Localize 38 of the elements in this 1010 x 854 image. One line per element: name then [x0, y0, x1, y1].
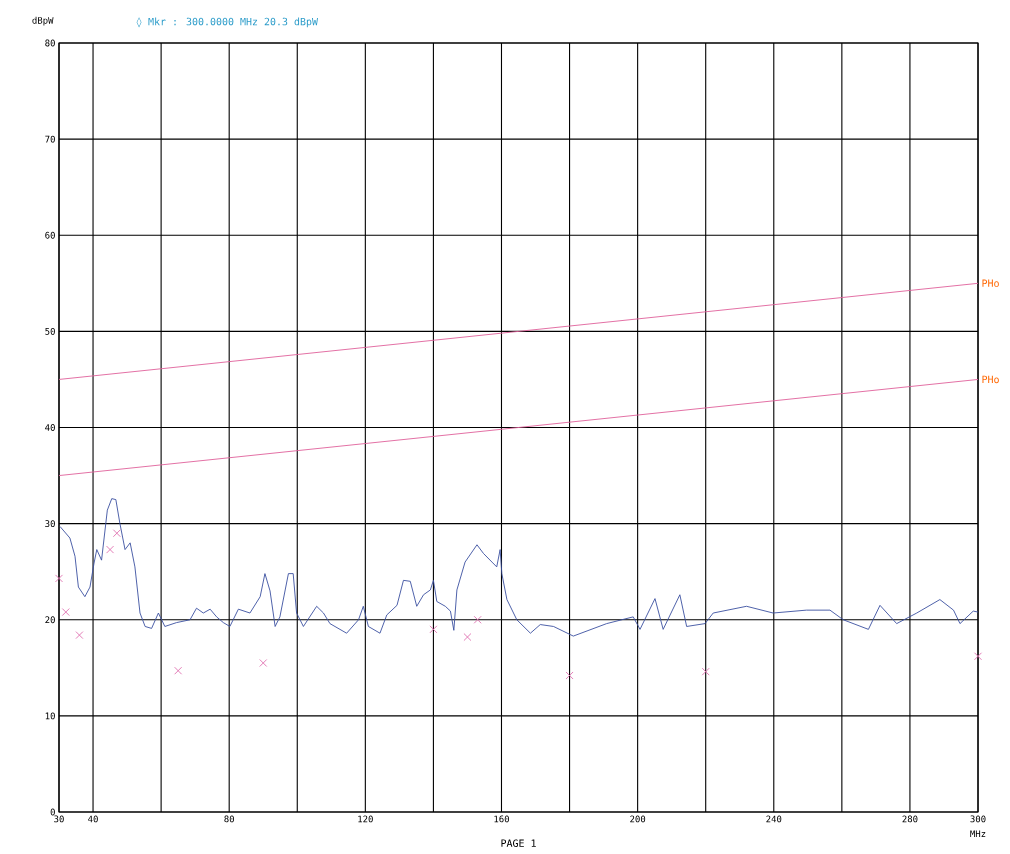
point	[463, 633, 472, 642]
x-tick-label: 240	[766, 815, 782, 823]
x-tick-label: 160	[494, 815, 509, 823]
text: ◊ Mkr : 300.0000 MHz 20.3 dBpW	[136, 17, 318, 28]
x-tick-label: 80	[224, 815, 234, 823]
series-label: PHo	[982, 375, 999, 384]
x-tick-label: 40	[88, 815, 98, 823]
x-axis-title: MHz	[970, 830, 986, 837]
y-tick-label: 30	[45, 520, 55, 528]
point	[565, 671, 574, 680]
y-tick-label: 70	[45, 135, 55, 143]
line-series	[59, 498, 979, 637]
point	[75, 631, 84, 640]
point	[473, 615, 482, 624]
point	[106, 545, 115, 554]
point	[259, 659, 268, 667]
y-tick-label: 60	[45, 231, 55, 239]
text: PAGE 1	[501, 839, 536, 847]
point	[112, 529, 121, 538]
y-tick-label: 40	[45, 424, 55, 431]
y-tick-label: 20	[45, 616, 55, 624]
y-axis-title: dBpW	[32, 16, 54, 26]
point	[61, 608, 70, 617]
y-tick-label: 10	[45, 712, 55, 720]
point	[974, 652, 982, 661]
point	[701, 667, 710, 676]
point	[429, 625, 438, 634]
y-tick-label: 50	[45, 327, 55, 335]
x-tick-label: 200	[630, 815, 646, 823]
point	[174, 666, 183, 675]
x-tick-label: 300	[970, 815, 986, 823]
series-label: PHo	[982, 279, 999, 288]
x-tick-label: 120	[358, 815, 373, 823]
point	[55, 574, 63, 583]
y-tick-label: 0	[50, 808, 55, 816]
x-tick-label: 280	[902, 815, 918, 823]
y-tick-label: 80	[45, 39, 55, 47]
x-tick-label: 30	[54, 815, 64, 823]
